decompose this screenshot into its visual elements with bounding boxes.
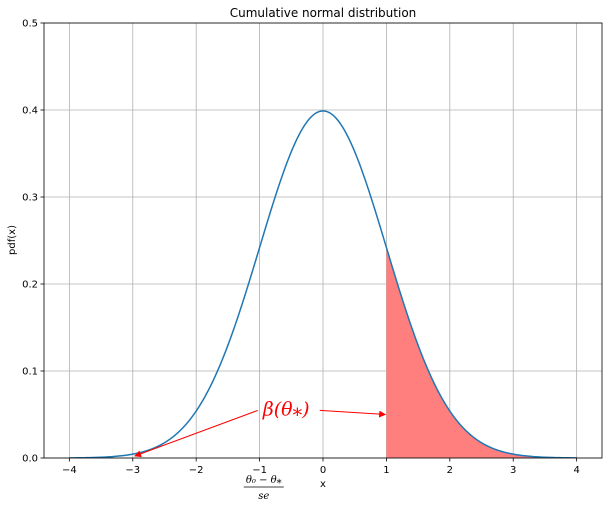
tick-annotation-numerator: θ₀ − θ⁎ — [246, 475, 282, 486]
annotation-arrow-left — [134, 409, 258, 458]
y-tick-label: 0.3 — [22, 193, 38, 204]
tick-annotation-denominator: se — [258, 491, 269, 502]
grid — [44, 22, 602, 459]
x-axis-label: x — [320, 479, 326, 490]
x-tick-label: 1 — [383, 465, 389, 476]
x-tick-label: 2 — [447, 465, 453, 476]
y-axis-label: pdf(x) — [7, 225, 18, 255]
x-axis-ticks: −4 −3 −2 −1 0 1 2 3 4 — [62, 458, 580, 476]
annotation-arrow-right — [319, 409, 387, 418]
x-tick-label: 4 — [573, 465, 579, 476]
series-line-normal-pdf — [69, 110, 577, 458]
y-axis-ticks: 0.0 0.1 0.2 0.3 0.4 0.5 — [22, 19, 44, 465]
y-tick-label: 0.0 — [22, 454, 38, 465]
annotation: β(θ⁎) — [134, 398, 387, 458]
shaded-region — [386, 247, 577, 458]
x-tick-label: −3 — [125, 465, 140, 476]
annotation-label: β(θ⁎) — [262, 398, 310, 420]
x-tick-label: 3 — [510, 465, 516, 476]
y-tick-label: 0.4 — [22, 106, 38, 117]
chart-title: Cumulative normal distribution — [230, 6, 417, 20]
x-tick-label: −4 — [62, 465, 77, 476]
y-tick-label: 0.2 — [22, 280, 38, 291]
x-tick-label: −1 — [252, 465, 267, 476]
y-tick-label: 0.5 — [22, 19, 38, 30]
tick-annotation: θ₀ − θ⁎ se — [243, 475, 284, 502]
y-tick-label: 0.1 — [22, 367, 38, 378]
x-tick-label: −2 — [189, 465, 204, 476]
x-tick-label: 0 — [320, 465, 326, 476]
